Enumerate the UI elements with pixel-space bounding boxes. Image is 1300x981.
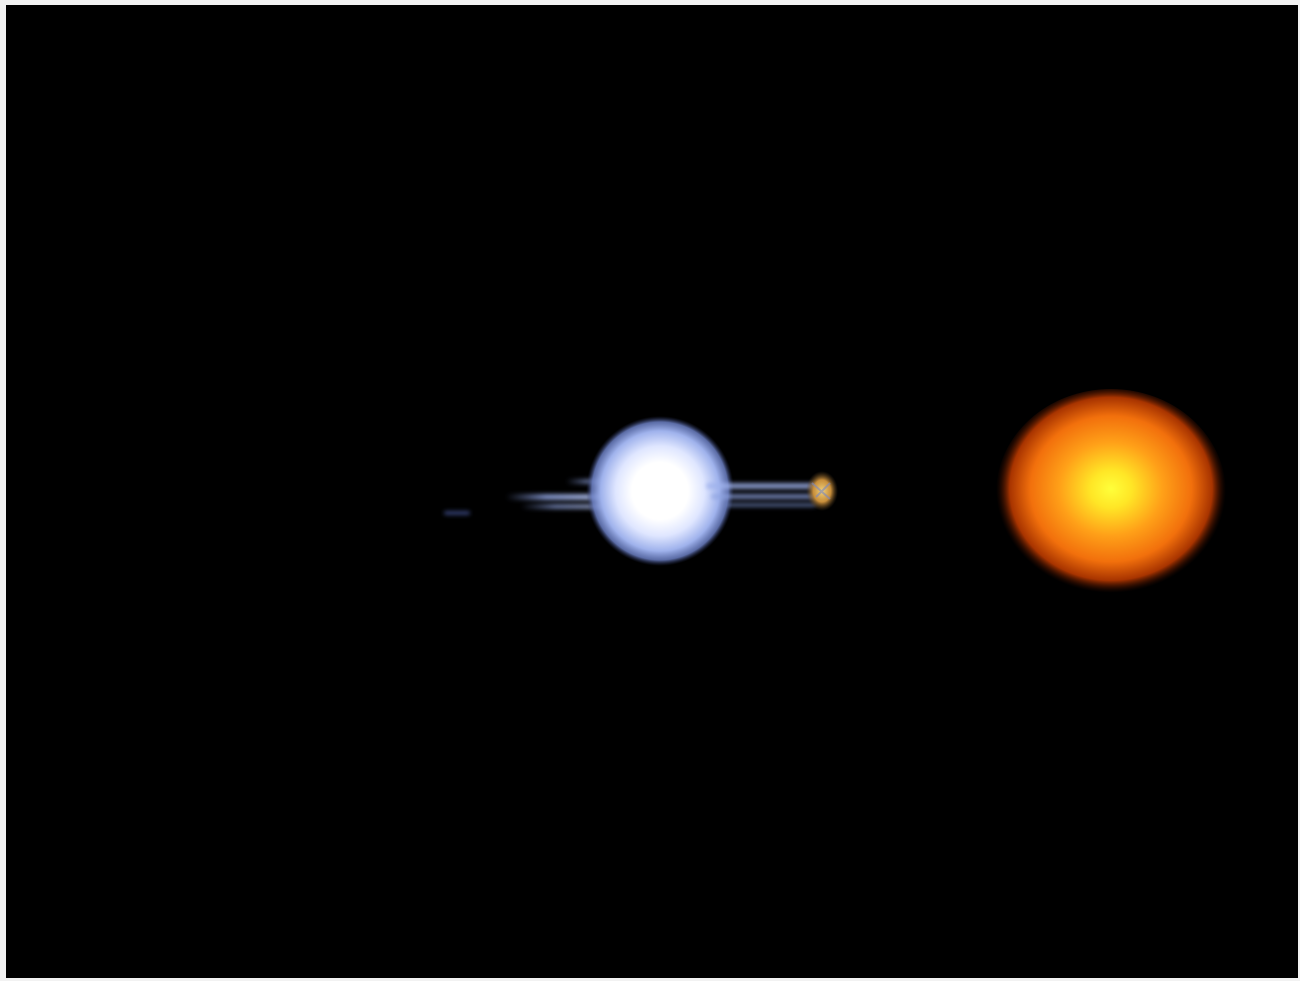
red-giant-star-icon [996,389,1226,597]
blue-gas-stream-icon [706,483,816,507]
small-orange-companion-icon [806,471,838,511]
space-scene [6,5,1298,978]
blue-white-star-icon [586,416,734,566]
image-frame [6,5,1298,978]
